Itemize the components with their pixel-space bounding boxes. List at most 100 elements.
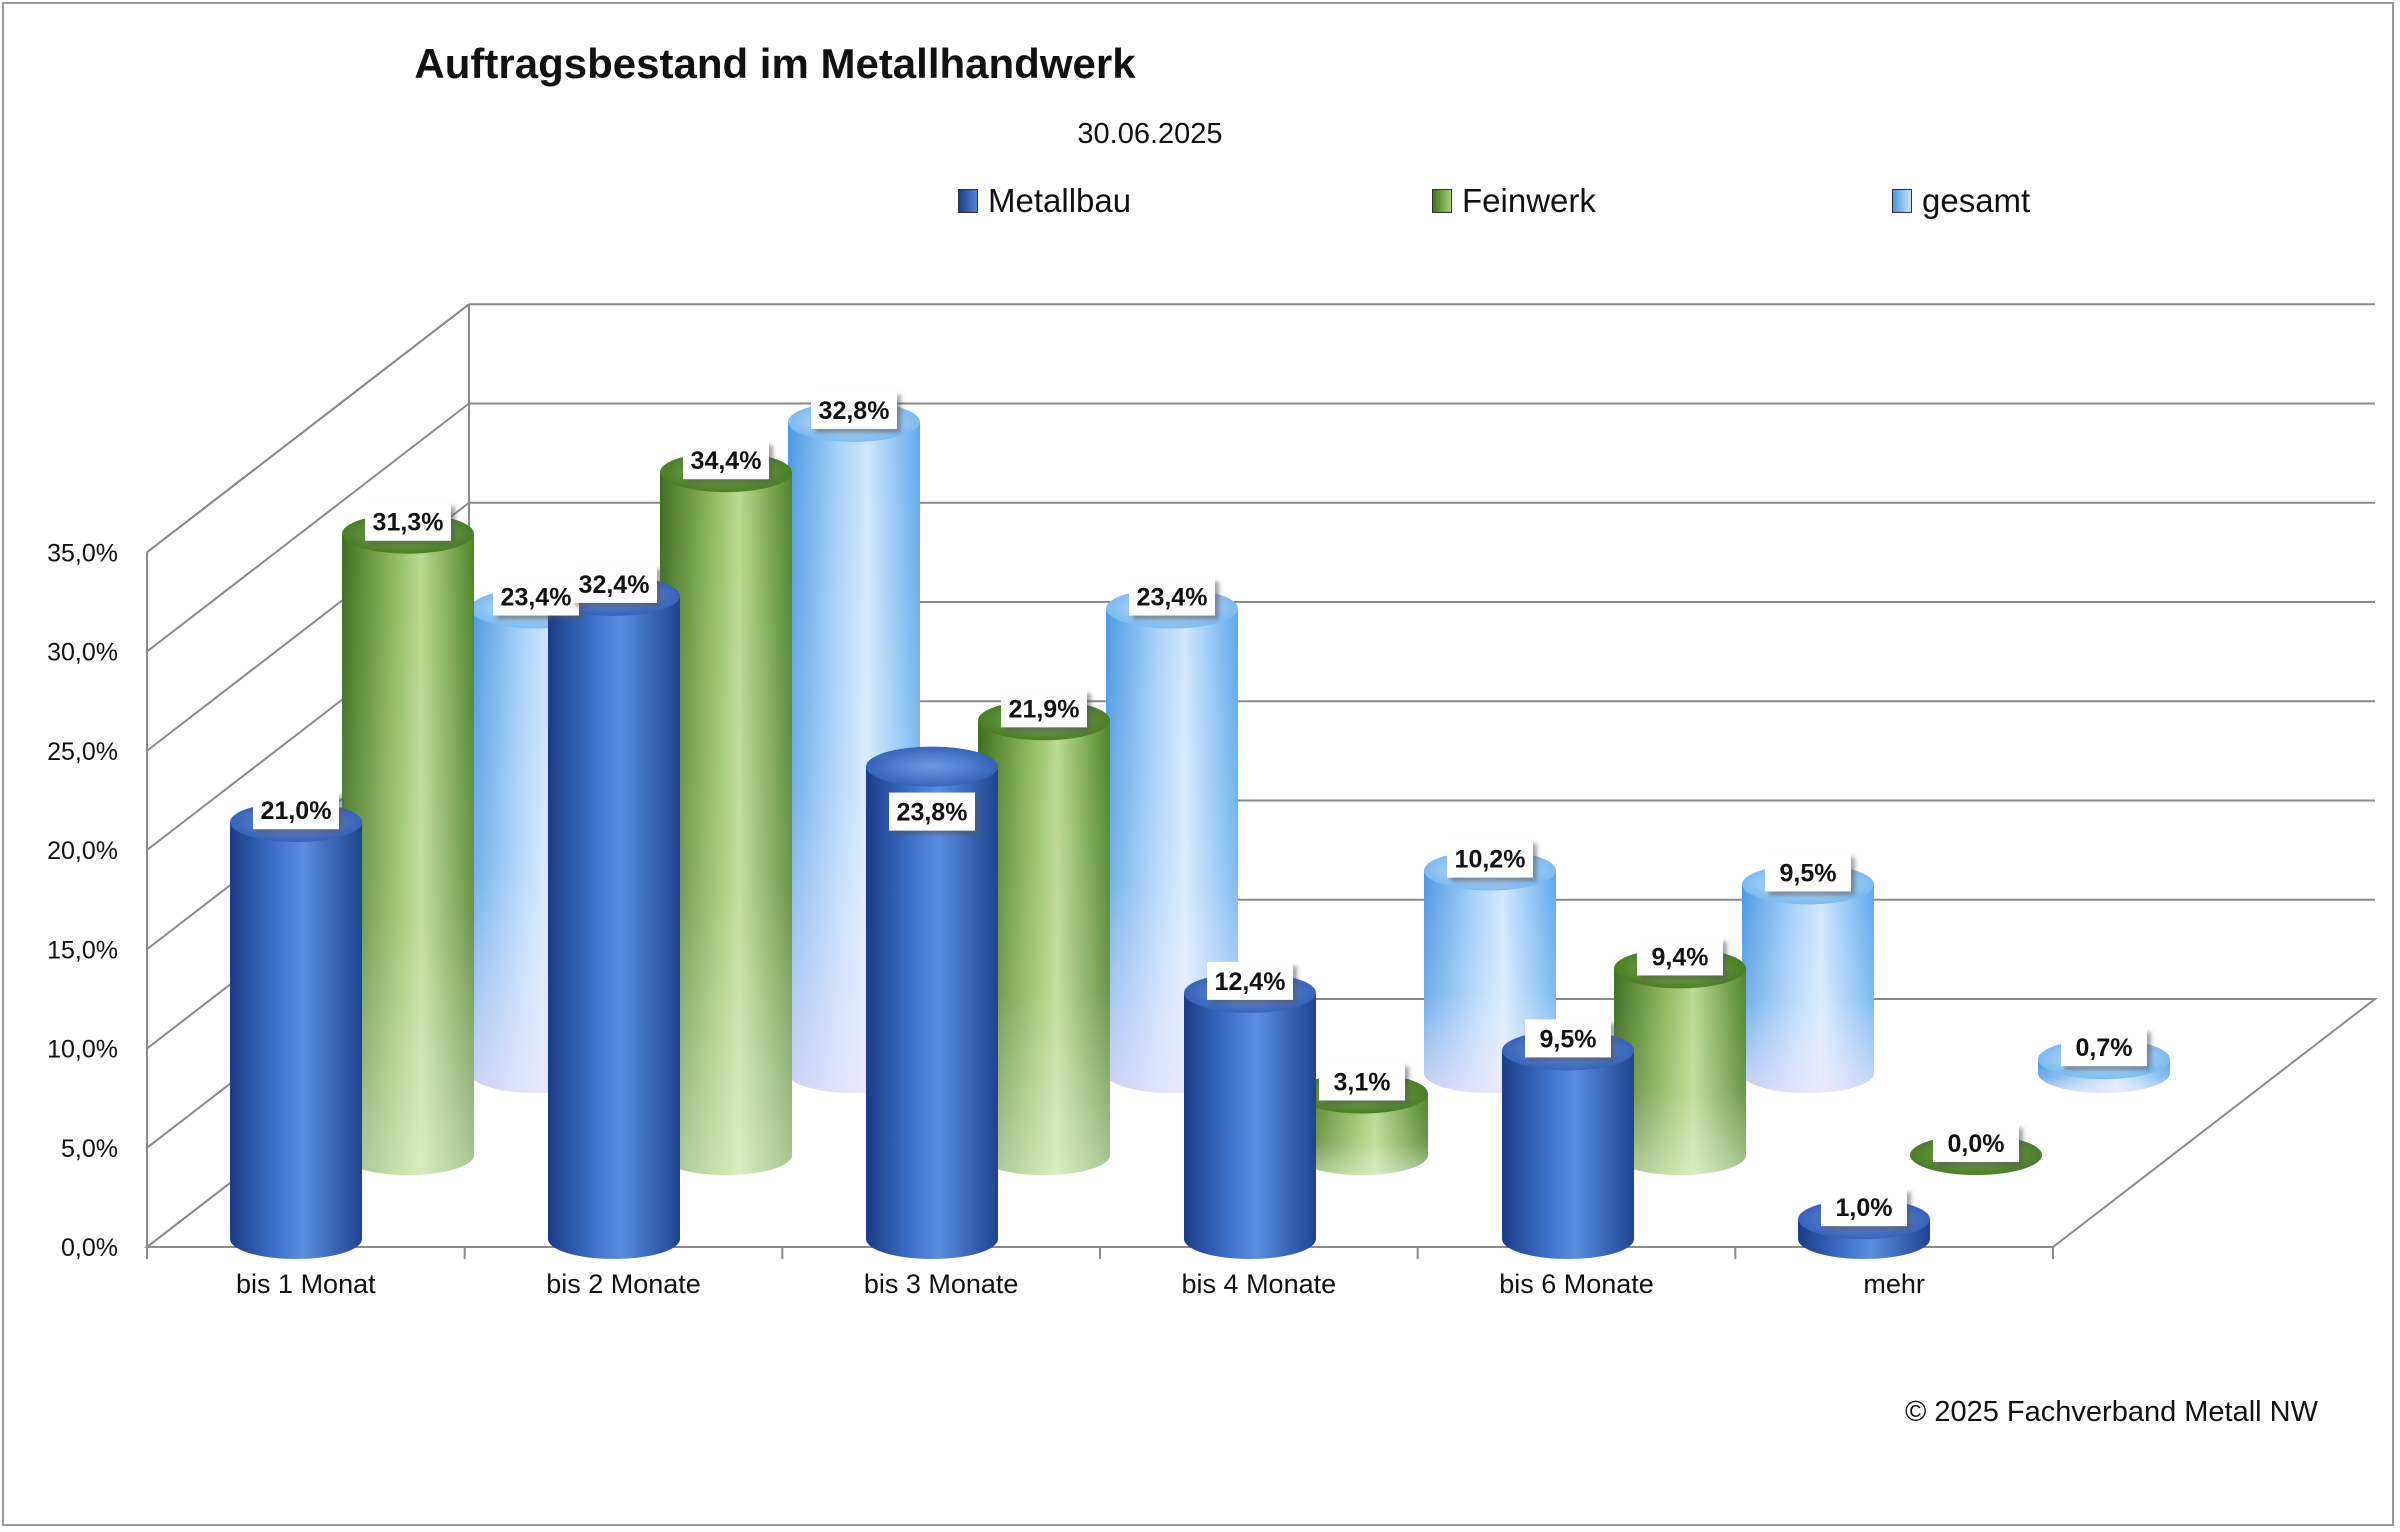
chart-subtitle: 30.06.2025 <box>1077 118 1223 150</box>
bar-body <box>548 595 680 1259</box>
data-label-feinwerk-2: 21,9% <box>1001 689 1087 728</box>
data-label-metallbau-5: 1,0% <box>1821 1188 1907 1227</box>
bar-fade <box>1296 1093 1428 1175</box>
data-label-text: 0,7% <box>2076 1034 2133 1062</box>
data-label-feinwerk-4: 9,4% <box>1637 937 1723 976</box>
bar-fade <box>1106 608 1238 1093</box>
data-label-box <box>1765 853 1851 892</box>
y-tick-label: 20,0% <box>47 837 118 865</box>
data-label-box <box>1637 937 1723 976</box>
data-label-gesamt-3: 10,2% <box>1447 839 1533 878</box>
data-label-gesamt-5: 0,7% <box>2061 1028 2147 1067</box>
x-tick-label: bis 1 Monat <box>236 1269 376 1299</box>
data-label-text: 23,4% <box>501 584 572 612</box>
data-label-feinwerk-1: 34,4% <box>683 441 769 480</box>
data-label-text: 21,0% <box>261 797 332 825</box>
legend-swatch-gesamt <box>1892 189 1912 213</box>
data-label-text: 34,4% <box>691 447 762 475</box>
data-label-text: 10,2% <box>1455 846 1526 874</box>
y-tick-label: 30,0% <box>47 639 118 667</box>
data-label-box <box>2061 1028 2147 1067</box>
y-tick-label: 15,0% <box>47 936 118 964</box>
data-label-text: 32,4% <box>579 571 650 599</box>
bar-fade <box>1614 968 1746 1175</box>
bar-feinwerk-0 <box>342 513 474 1175</box>
bar-fade <box>342 533 474 1175</box>
data-label-box <box>571 564 657 603</box>
copyright-text: © 2025 Fachverband Metall NW <box>1904 1396 2318 1428</box>
legend-label-gesamt: gesamt <box>1922 182 2031 219</box>
y-tick-label: 25,0% <box>47 738 118 766</box>
chart-bars <box>230 401 2170 1259</box>
data-label-text: 1,0% <box>1836 1194 1893 1222</box>
bar-body <box>1502 1050 1634 1259</box>
data-label-box <box>889 792 975 831</box>
data-label-metallbau-0: 21,0% <box>253 791 339 830</box>
data-label-gesamt-0: 23,4% <box>493 577 579 616</box>
data-label-box <box>1525 1019 1611 1058</box>
bar-metallbau-2 <box>866 746 998 1259</box>
bar-metallbau-0 <box>230 802 362 1259</box>
bar-feinwerk-1 <box>660 452 792 1175</box>
bar-fade <box>978 720 1110 1175</box>
data-label-box <box>493 577 579 616</box>
data-label-box <box>1821 1188 1907 1227</box>
data-label-gesamt-2: 23,4% <box>1129 577 1215 616</box>
data-label-box <box>811 390 897 429</box>
data-label-text: 9,4% <box>1652 943 1709 971</box>
bar-feinwerk-2 <box>978 700 1110 1175</box>
data-label-text: 23,4% <box>1137 584 1208 612</box>
y-tick-label: 0,0% <box>61 1234 118 1262</box>
x-tick-label: bis 4 Monate <box>1182 1269 1337 1299</box>
bar-gesamt-2 <box>1106 588 1238 1093</box>
data-label-box <box>1001 689 1087 728</box>
bar-metallbau-4 <box>1502 1030 1634 1259</box>
x-tick-label: mehr <box>1863 1269 1925 1299</box>
data-label-gesamt-1: 32,8% <box>811 390 897 429</box>
data-label-metallbau-2: 23,8% <box>889 792 975 831</box>
data-label-gesamt-4: 9,5% <box>1765 853 1851 892</box>
data-label-box <box>1933 1124 2019 1162</box>
bar-fade <box>660 472 792 1175</box>
bar-body <box>230 822 362 1259</box>
legend-swatch-metallbau <box>958 189 978 213</box>
bar-top <box>866 746 998 787</box>
chart-title: Auftragsbestand im Metallhandwerk <box>414 40 1136 87</box>
bar-metallbau-3 <box>1184 972 1316 1259</box>
data-label-box <box>1207 961 1293 1000</box>
data-label-text: 31,3% <box>373 509 444 537</box>
chart-labels: 23,4% 32,8% 23,4% 10,2% 9,5% 0,7% 31,3% 34,4% 21… <box>253 390 2147 1227</box>
bar-gesamt-4 <box>1742 864 1874 1093</box>
data-label-box <box>365 502 451 541</box>
data-label-text: 0,0% <box>1948 1130 2005 1158</box>
data-label-text: 9,5% <box>1780 859 1837 887</box>
data-label-metallbau-1: 32,4% <box>571 564 657 603</box>
wall-edge <box>146 303 470 554</box>
bar-fade <box>1742 884 1874 1093</box>
data-label-text: 3,1% <box>1334 1068 1391 1096</box>
legend-swatch-feinwerk <box>1432 189 1452 213</box>
data-label-box <box>683 441 769 480</box>
data-label-metallbau-4: 9,5% <box>1525 1019 1611 1058</box>
legend-label-feinwerk: Feinwerk <box>1462 182 1596 219</box>
data-label-feinwerk-5: 0,0% <box>1933 1124 2019 1162</box>
bar-body <box>866 766 998 1259</box>
y-tick-label: 10,0% <box>47 1036 118 1064</box>
legend-item-metallbau: Metallbau <box>958 182 1131 220</box>
data-label-text: 23,8% <box>897 799 968 827</box>
x-tick-label: bis 2 Monate <box>546 1269 701 1299</box>
legend-item-gesamt: gesamt <box>1892 182 2030 220</box>
data-label-box <box>1447 839 1533 878</box>
data-label-box <box>1319 1062 1405 1101</box>
data-label-feinwerk-3: 3,1% <box>1319 1062 1405 1101</box>
data-label-text: 9,5% <box>1540 1025 1597 1053</box>
legend-label-metallbau: Metallbau <box>988 182 1132 219</box>
x-tick-label: bis 3 Monate <box>864 1269 1019 1299</box>
y-tick-label: 35,0% <box>47 539 118 567</box>
data-label-feinwerk-0: 31,3% <box>365 502 451 541</box>
gridline-side <box>146 402 470 653</box>
y-tick-label: 5,0% <box>61 1135 118 1163</box>
data-label-metallbau-3: 12,4% <box>1207 961 1293 1000</box>
